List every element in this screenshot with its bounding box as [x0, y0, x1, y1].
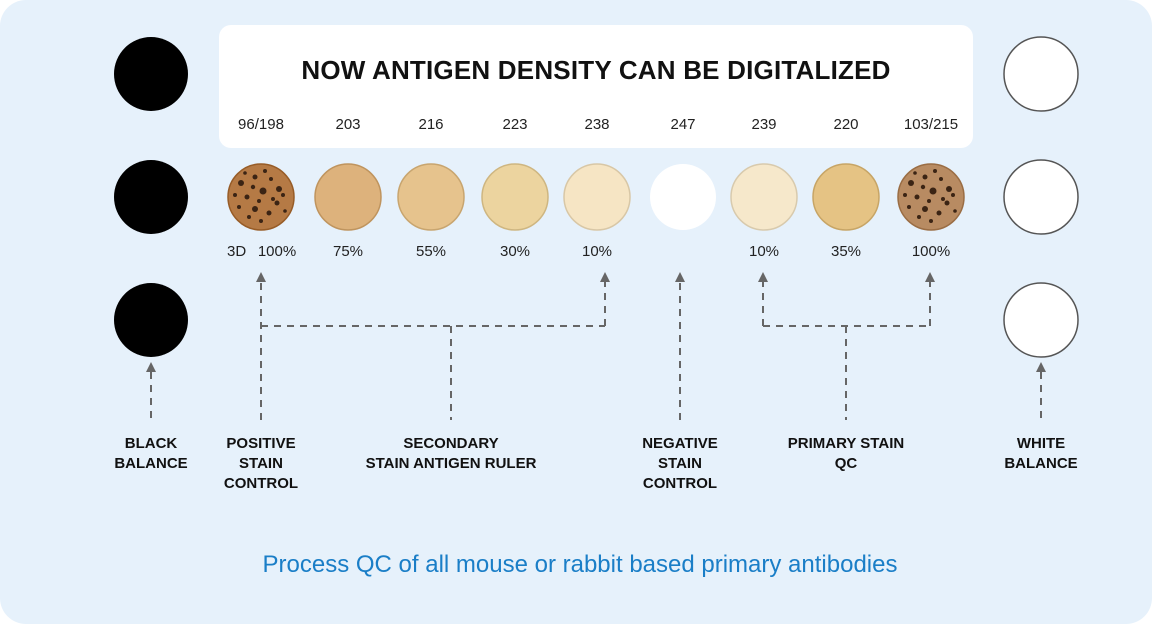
texture-dot	[920, 184, 926, 190]
texture-dot	[252, 174, 258, 180]
sample-circle	[650, 164, 716, 230]
sample-circle	[314, 163, 382, 231]
negative-control-label: NEGATIVE STAIN CONTROL	[642, 435, 718, 492]
texture-dot	[266, 210, 272, 216]
texture-dot	[913, 171, 917, 175]
secondary-ruler-label: SECONDARY STAIN ANTIGEN RULER	[365, 435, 537, 472]
texture-dot	[259, 187, 267, 195]
texture-dot	[283, 209, 287, 213]
sample-circle	[481, 163, 549, 231]
title-box: NOW ANTIGEN DENSITY CAN BE DIGITALIZED	[219, 25, 973, 148]
white-balance-circle	[1003, 159, 1079, 235]
texture-dot	[929, 219, 933, 223]
texture-dot	[238, 180, 244, 186]
connector-lines	[146, 272, 1046, 420]
black-balance-circle	[114, 160, 188, 234]
texture-dot	[922, 174, 928, 180]
footer-caption: Process QC of all mouse or rabbit based …	[262, 551, 898, 578]
texture-dot	[946, 186, 952, 192]
texture-dot	[276, 186, 282, 192]
texture-dot	[907, 205, 911, 209]
texture-dot	[250, 184, 256, 190]
texture-dot	[237, 205, 241, 209]
sample-value: 247	[670, 116, 696, 133]
texture-dot	[953, 209, 957, 213]
texture-dot	[257, 199, 261, 203]
texture-dot	[908, 180, 914, 186]
sample-circle	[227, 163, 295, 231]
black-balance-circle	[114, 283, 188, 357]
positive-control-label: POSITIVE STAIN CONTROL	[223, 435, 299, 492]
sample-value: 239	[751, 116, 777, 133]
sample-percent: 30%	[499, 243, 531, 260]
sample-percent: 100%	[911, 243, 951, 260]
texture-dot	[951, 193, 955, 197]
sample-value: 96/198	[238, 116, 284, 133]
sample-circles	[227, 163, 965, 231]
page-title: NOW ANTIGEN DENSITY CAN BE DIGITALIZED	[301, 55, 891, 85]
sample-value: 223	[502, 116, 528, 133]
texture-dot	[233, 193, 237, 197]
sample-value: 203	[335, 116, 361, 133]
texture-dot	[927, 199, 931, 203]
black-balance-label: BLACK BALANCE	[114, 435, 188, 472]
texture-dot	[917, 215, 921, 219]
sample-value: 238	[584, 116, 610, 133]
texture-dot	[263, 169, 267, 173]
sample-percent: 10%	[581, 243, 613, 260]
sample-percent: 55%	[415, 243, 447, 260]
sample-percent: 75%	[332, 243, 364, 260]
texture-dot	[903, 193, 907, 197]
texture-dot	[259, 219, 263, 223]
texture-dot	[933, 169, 937, 173]
texture-dot	[271, 197, 275, 201]
sample-value: 216	[418, 116, 444, 133]
sample-value: 220	[833, 116, 859, 133]
texture-dot	[243, 171, 247, 175]
sample-percent: 100%	[257, 243, 297, 260]
sample-circle	[563, 163, 631, 231]
texture-dot	[252, 206, 258, 212]
white-balance-circle	[1003, 36, 1079, 112]
texture-dot	[274, 200, 280, 206]
texture-dot	[247, 215, 251, 219]
sample-circle	[897, 163, 965, 231]
primary-qc-label: PRIMARY STAIN QC	[787, 435, 905, 472]
texture-dot	[914, 194, 920, 200]
texture-dot	[936, 210, 942, 216]
sample-circle	[730, 163, 798, 231]
texture-dot	[244, 194, 250, 200]
texture-dot	[929, 187, 937, 195]
texture-dot	[944, 200, 950, 206]
white-balance-label: WHITE BALANCE	[1004, 435, 1078, 472]
sample-percent: 35%	[830, 243, 862, 260]
sample-circle	[812, 163, 880, 231]
sample-percent: 10%	[748, 243, 780, 260]
white-balance-circle	[1003, 282, 1079, 358]
sample-circle	[397, 163, 465, 231]
texture-dot	[281, 193, 285, 197]
sample-3d-label: 3D	[227, 243, 247, 260]
black-balance-circle	[114, 37, 188, 111]
texture-dot	[941, 197, 945, 201]
texture-dot	[269, 177, 273, 181]
sample-value: 103/215	[903, 116, 959, 133]
texture-dot	[939, 177, 943, 181]
texture-dot	[922, 206, 928, 212]
